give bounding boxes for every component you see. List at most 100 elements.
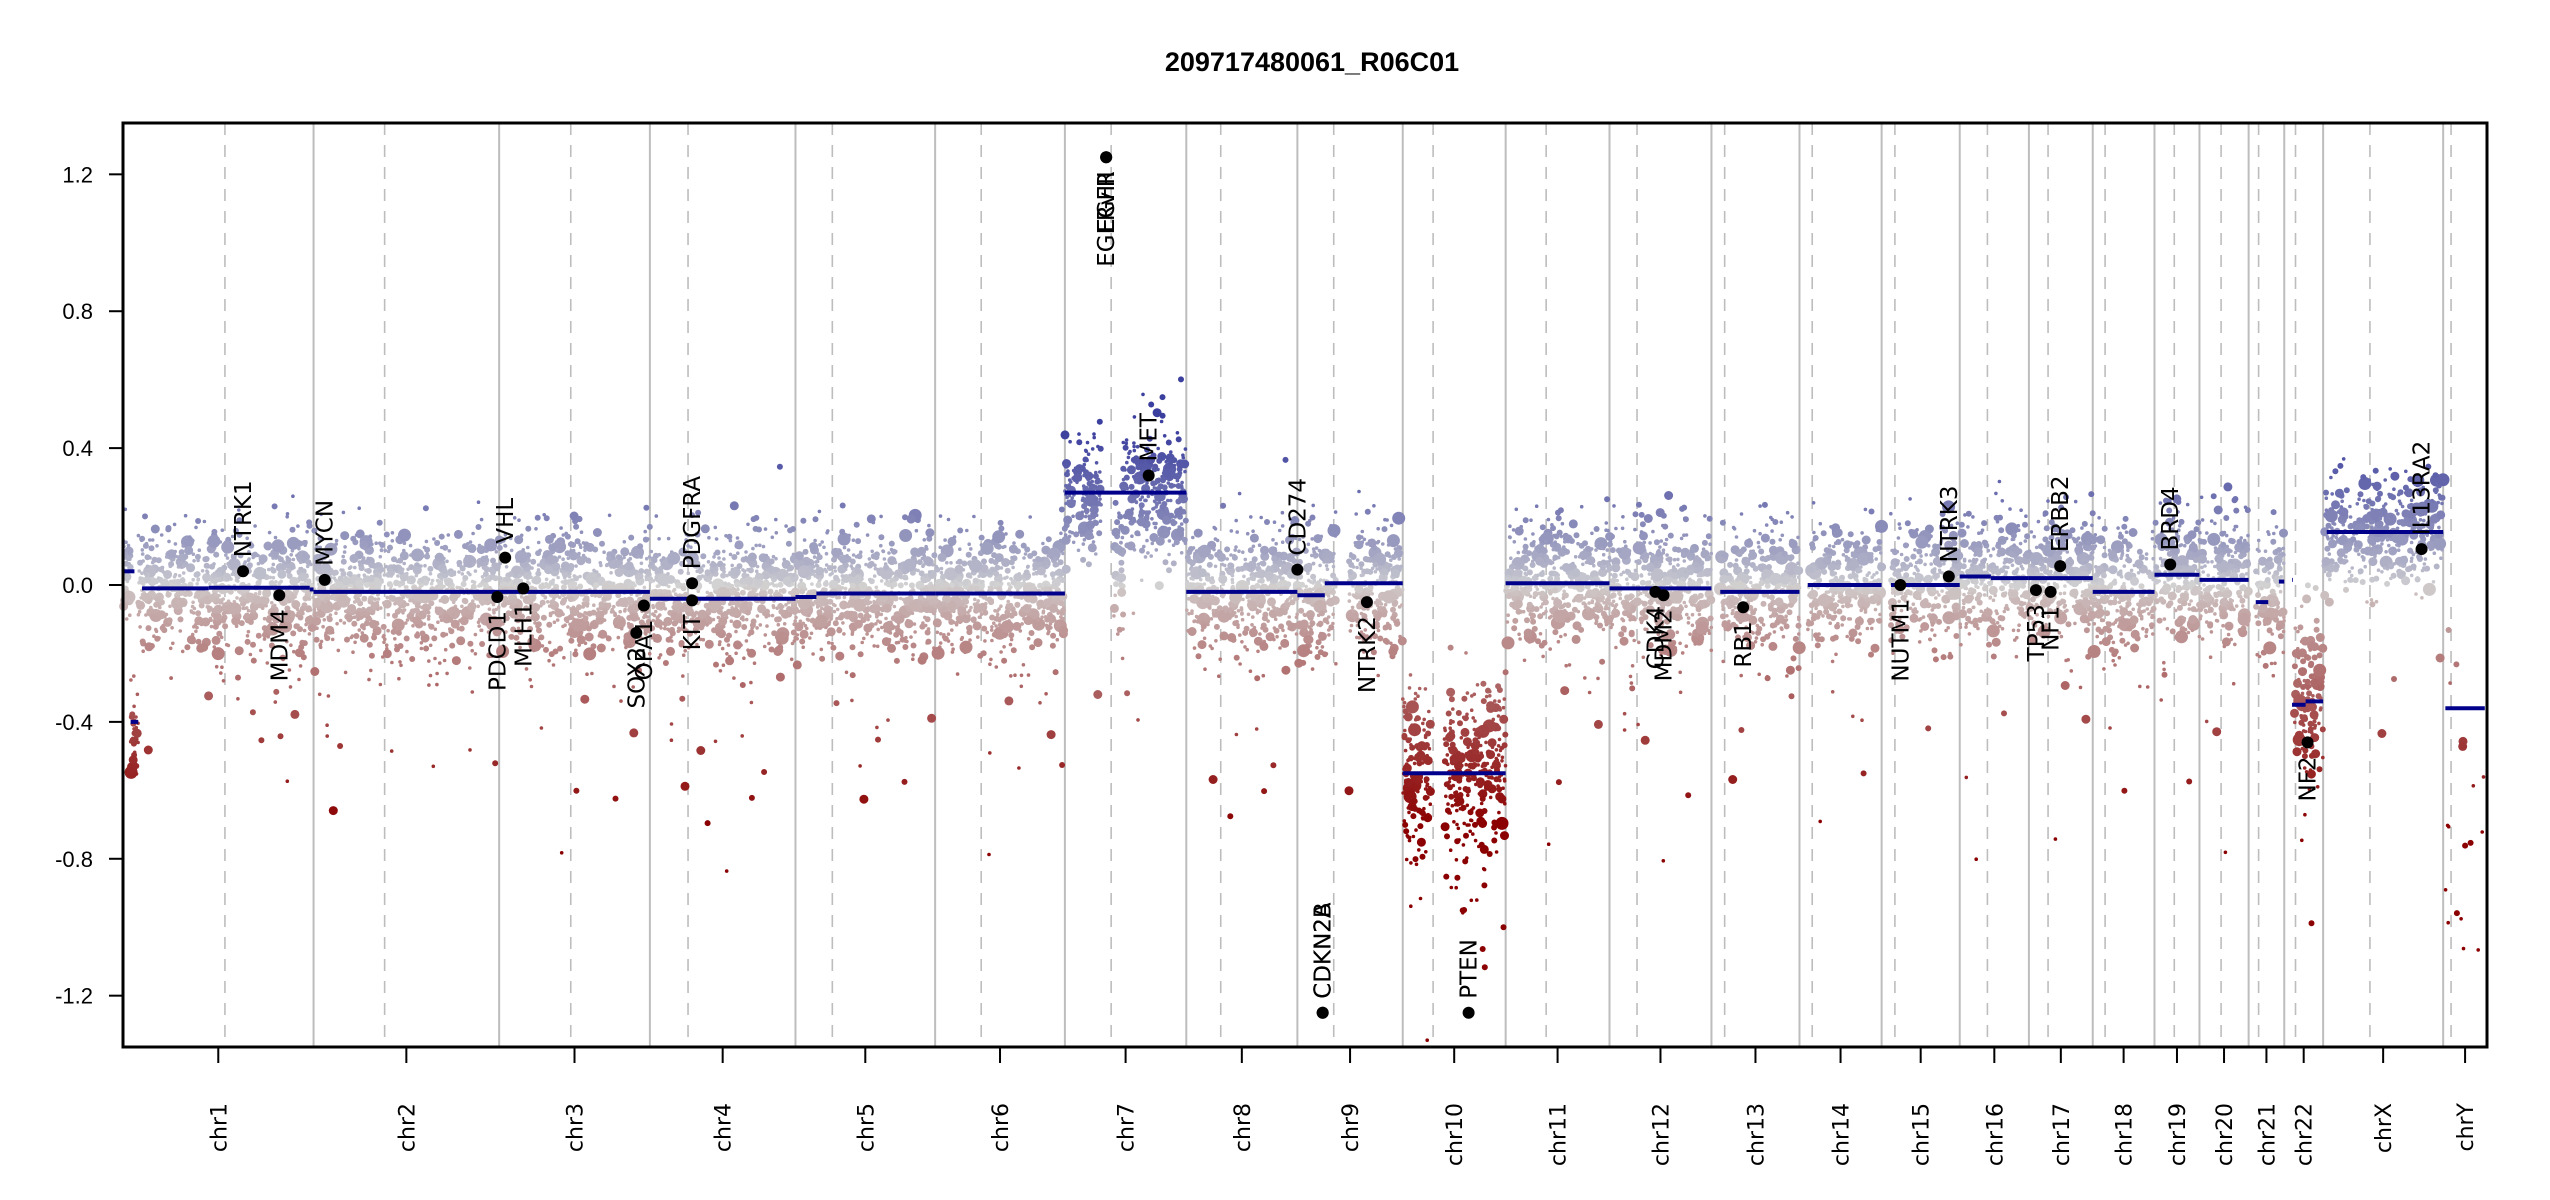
probe-point	[854, 554, 859, 559]
probe-point	[858, 764, 862, 768]
probe-point	[134, 772, 139, 776]
probe-point	[972, 577, 979, 584]
probe-point	[1087, 514, 1091, 519]
probe-point	[1059, 531, 1063, 536]
probe-point	[729, 619, 734, 623]
probe-point	[1288, 557, 1293, 561]
probe-point	[438, 615, 443, 619]
probe-point	[317, 692, 322, 697]
probe-point	[383, 548, 388, 553]
probe-point	[1287, 626, 1291, 631]
probe-point	[271, 562, 276, 567]
probe-point	[1150, 517, 1154, 521]
probe-point	[927, 523, 931, 528]
probe-point	[213, 604, 223, 614]
probe-point	[1134, 480, 1138, 484]
probe-point	[923, 574, 928, 578]
probe-point	[176, 599, 180, 604]
probe-point	[372, 633, 377, 638]
probe-point	[869, 604, 879, 614]
probe-point	[567, 596, 574, 603]
probe-point	[490, 569, 496, 576]
probe-point	[782, 622, 787, 626]
probe-point	[961, 614, 971, 624]
probe-point	[165, 526, 172, 533]
probe-point	[725, 652, 729, 656]
probe-point	[1045, 536, 1052, 543]
probe-point	[662, 660, 669, 666]
probe-point	[196, 594, 201, 598]
probe-point	[256, 561, 261, 566]
probe-point	[361, 595, 368, 602]
probe-point	[1149, 554, 1153, 558]
probe-point	[397, 676, 401, 681]
probe-point	[751, 591, 756, 596]
probe-point	[665, 636, 672, 643]
probe-point	[154, 609, 159, 614]
probe-point	[950, 642, 954, 647]
probe-point	[561, 624, 565, 629]
probe-point	[824, 587, 828, 592]
probe-point	[1008, 559, 1015, 566]
probe-point	[223, 605, 230, 612]
probe-point	[1145, 517, 1149, 522]
probe-point	[911, 653, 915, 657]
probe-point	[738, 611, 742, 615]
probe-point	[1245, 647, 1249, 652]
probe-point	[789, 657, 794, 662]
probe-point	[237, 552, 244, 559]
probe-point	[235, 564, 239, 568]
probe-point	[285, 514, 290, 519]
probe-point	[1182, 510, 1187, 515]
probe-point	[441, 567, 448, 574]
probe-point	[241, 581, 246, 586]
probe-point	[468, 666, 472, 670]
probe-point	[1256, 649, 1260, 654]
probe-point	[408, 564, 415, 571]
probe-point	[1253, 604, 1257, 609]
probe-point	[1169, 450, 1173, 454]
probe-point	[378, 554, 383, 559]
probe-point	[995, 609, 1000, 613]
probe-point	[214, 592, 218, 597]
probe-point	[666, 646, 675, 656]
probe-point	[556, 575, 560, 580]
probe-point	[302, 628, 307, 633]
probe-point	[1294, 615, 1299, 620]
probe-point	[935, 584, 942, 591]
probe-point	[157, 636, 161, 640]
probe-point	[809, 542, 819, 551]
probe-point	[176, 594, 180, 599]
probe-point	[205, 569, 209, 573]
probe-point	[1058, 506, 1065, 513]
probe-point	[1043, 574, 1047, 578]
probe-point	[1233, 654, 1240, 661]
probe-point	[1197, 640, 1207, 650]
probe-point	[1002, 645, 1006, 649]
probe-point	[557, 645, 564, 652]
probe-point	[1063, 522, 1070, 529]
probe-point	[1120, 611, 1127, 618]
probe-point	[1192, 646, 1197, 650]
probe-point	[1083, 514, 1088, 519]
probe-point	[747, 560, 752, 565]
probe-point	[832, 620, 839, 627]
probe-point	[916, 559, 923, 566]
probe-point	[189, 610, 194, 614]
probe-point	[666, 572, 670, 576]
probe-point	[296, 623, 300, 628]
probe-point	[357, 560, 362, 564]
probe-point	[1153, 525, 1158, 530]
probe-point	[890, 571, 895, 575]
probe-point	[392, 620, 399, 627]
probe-point	[1130, 534, 1134, 538]
probe-point	[270, 567, 277, 574]
probe-point	[944, 550, 948, 554]
probe-point	[1243, 567, 1247, 571]
probe-point	[227, 558, 241, 571]
probe-point	[871, 555, 876, 560]
probe-point	[1273, 617, 1278, 621]
probe-point	[720, 614, 725, 619]
probe-point	[623, 563, 630, 570]
probe-point	[902, 644, 909, 650]
